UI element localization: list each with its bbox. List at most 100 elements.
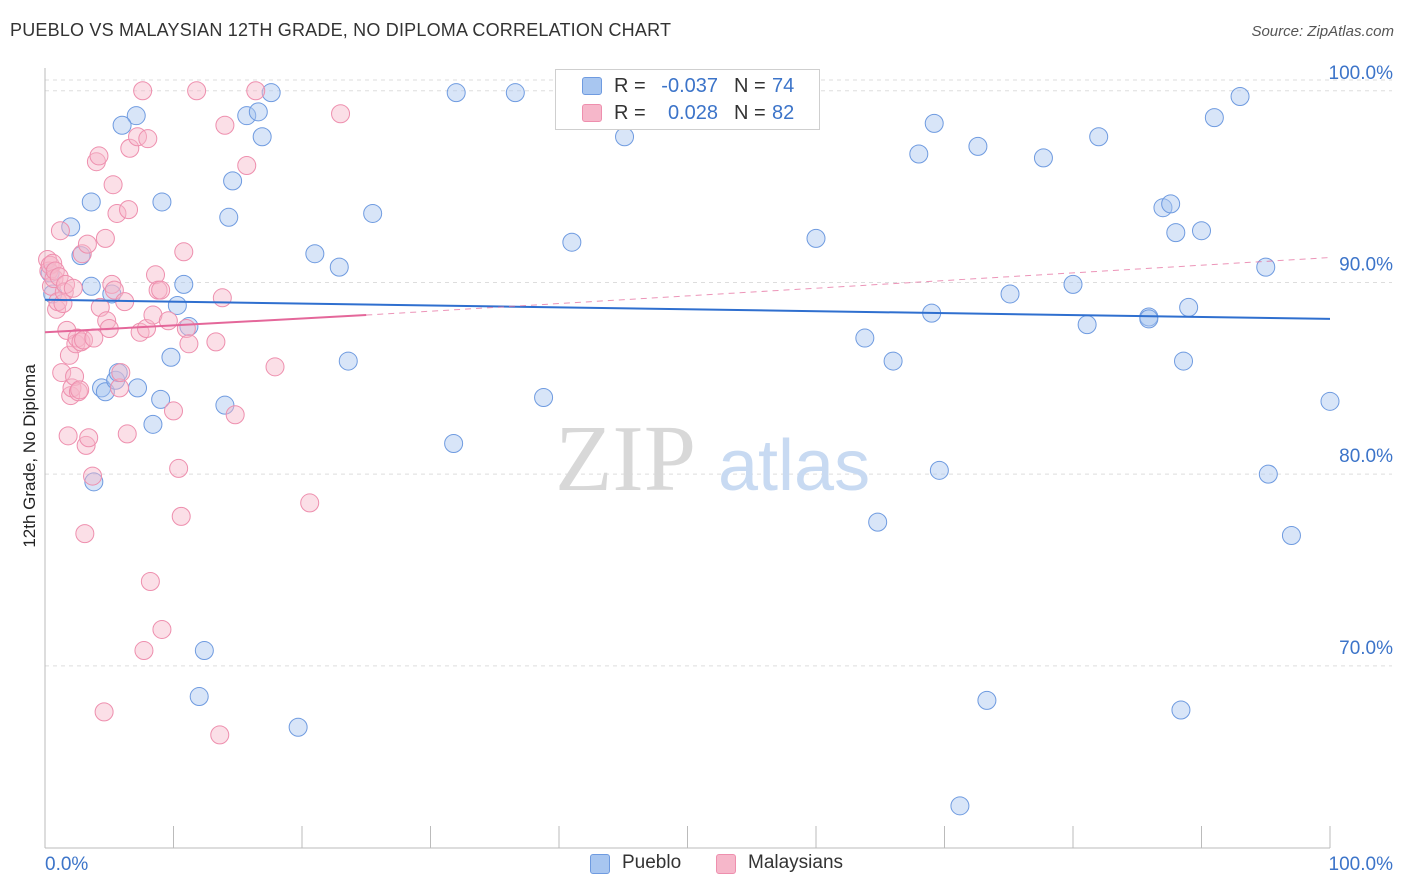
malaysians-point bbox=[59, 345, 79, 365]
malaysians-point bbox=[79, 428, 99, 448]
pueblo-point bbox=[152, 192, 172, 212]
watermark-atlas: atlas bbox=[718, 426, 870, 506]
malaysians-point bbox=[134, 641, 154, 661]
malaysians-point bbox=[174, 242, 194, 262]
pueblo-point bbox=[1000, 284, 1020, 304]
malaysians-point bbox=[331, 104, 351, 124]
source-label: Source: ZipAtlas.com bbox=[1251, 23, 1394, 40]
malaysians-point bbox=[146, 265, 166, 285]
pueblo-point bbox=[143, 414, 163, 434]
malaysians-point bbox=[63, 278, 83, 298]
pueblo-point bbox=[261, 83, 281, 103]
malaysians-point bbox=[71, 332, 91, 352]
y-tick-label: 80.0% bbox=[1339, 446, 1393, 467]
pueblo-point bbox=[1077, 315, 1097, 335]
pueblo-point bbox=[909, 144, 929, 164]
pueblo-point bbox=[562, 232, 582, 252]
pueblo-point bbox=[128, 378, 148, 398]
pueblo-point bbox=[215, 395, 235, 415]
pueblo-trendline bbox=[44, 298, 1331, 320]
correlation-legend: R = -0.037 N = 74 R = 0.028 N = 82 bbox=[555, 69, 820, 130]
malaysians-point bbox=[94, 702, 114, 722]
malaysians-point bbox=[164, 401, 183, 421]
pueblo-point bbox=[534, 387, 554, 407]
pueblo-point bbox=[1258, 464, 1278, 484]
malaysians-point bbox=[117, 424, 137, 444]
pueblo-point bbox=[1171, 700, 1191, 720]
malaysians-point bbox=[77, 234, 97, 254]
pueblo-point bbox=[338, 351, 358, 371]
pueblo-point bbox=[363, 203, 383, 223]
pueblo-point bbox=[194, 641, 214, 661]
malaysians-point bbox=[84, 328, 104, 348]
malaysians-point bbox=[58, 426, 78, 446]
malaysians-point bbox=[45, 261, 65, 281]
malaysians-point bbox=[103, 175, 123, 195]
malaysians-point bbox=[171, 506, 191, 526]
pueblo-point bbox=[248, 102, 268, 122]
pueblo-point bbox=[179, 317, 199, 337]
pueblo-point bbox=[237, 106, 257, 126]
r-label: R = bbox=[614, 102, 646, 124]
malaysians-point bbox=[300, 493, 320, 513]
malaysians-point bbox=[72, 244, 92, 264]
malaysians-point bbox=[215, 115, 235, 135]
pueblo-point bbox=[84, 472, 104, 492]
y-tick-label: 90.0% bbox=[1339, 254, 1393, 275]
n-value: 74 bbox=[772, 75, 795, 97]
malaysians-point bbox=[246, 81, 266, 101]
malaysians-point bbox=[138, 129, 158, 149]
pueblo-point bbox=[806, 228, 826, 248]
malaysians-point bbox=[179, 334, 199, 354]
legend-row-pueblo: R = -0.037 N = 74 bbox=[556, 73, 819, 99]
x-tick-label: 100.0% bbox=[1329, 854, 1394, 875]
axis-layer bbox=[44, 68, 1331, 849]
malaysians-point bbox=[212, 288, 232, 308]
pueblo-point bbox=[444, 433, 464, 453]
chart-title: PUEBLO VS MALAYSIAN 12TH GRADE, NO DIPLO… bbox=[10, 20, 672, 40]
pueblo-point bbox=[1179, 297, 1199, 317]
pueblo-swatch bbox=[590, 854, 610, 874]
malaysians-point bbox=[50, 221, 70, 241]
malaysians-trendline bbox=[44, 314, 367, 334]
pueblo-point bbox=[924, 113, 944, 133]
pueblo-point bbox=[1139, 309, 1159, 329]
r-value: 0.028 bbox=[667, 102, 718, 124]
pueblo-points bbox=[40, 83, 1340, 816]
malaysians-point bbox=[206, 332, 226, 352]
pueblo-point bbox=[1320, 391, 1340, 411]
y-tick-label: 70.0% bbox=[1339, 638, 1393, 659]
pueblo-point bbox=[883, 351, 903, 371]
malaysians-point bbox=[187, 81, 207, 101]
pueblo-point bbox=[868, 512, 888, 532]
malaysians-point bbox=[140, 572, 160, 592]
pueblo-point bbox=[446, 83, 466, 103]
tick-labels: 100.0% 90.0% 80.0% 70.0% 0.0% 100.0% bbox=[45, 63, 1393, 875]
malaysians-point bbox=[52, 363, 72, 383]
pueblo-point bbox=[305, 244, 325, 264]
pueblo-point bbox=[61, 217, 81, 237]
malaysians-swatch bbox=[582, 104, 602, 122]
pueblo-point bbox=[1161, 194, 1181, 214]
series-legend: Pueblo Malaysians bbox=[0, 852, 1406, 878]
malaysians-point bbox=[133, 81, 153, 101]
malaysians-point bbox=[76, 435, 96, 455]
pueblo-point bbox=[1166, 223, 1186, 243]
trend-layer bbox=[44, 257, 1331, 334]
pueblo-point bbox=[151, 389, 171, 409]
malaysians-point bbox=[210, 725, 230, 745]
malaysians-point bbox=[265, 357, 285, 377]
x-tick-label: 0.0% bbox=[45, 854, 88, 875]
malaysians-point bbox=[119, 200, 139, 220]
pueblo-point bbox=[112, 115, 132, 135]
pueblo-point bbox=[1033, 148, 1053, 168]
watermark: ZIP atlas bbox=[555, 407, 870, 511]
pueblo-point bbox=[174, 274, 194, 294]
malaysians-trendline-extension bbox=[366, 257, 1331, 316]
pueblo-point bbox=[189, 687, 209, 707]
pueblo-point bbox=[223, 171, 243, 191]
pueblo-point bbox=[252, 127, 272, 147]
n-value: 82 bbox=[772, 102, 795, 124]
malaysians-point bbox=[107, 203, 127, 223]
pueblo-swatch bbox=[582, 77, 602, 95]
